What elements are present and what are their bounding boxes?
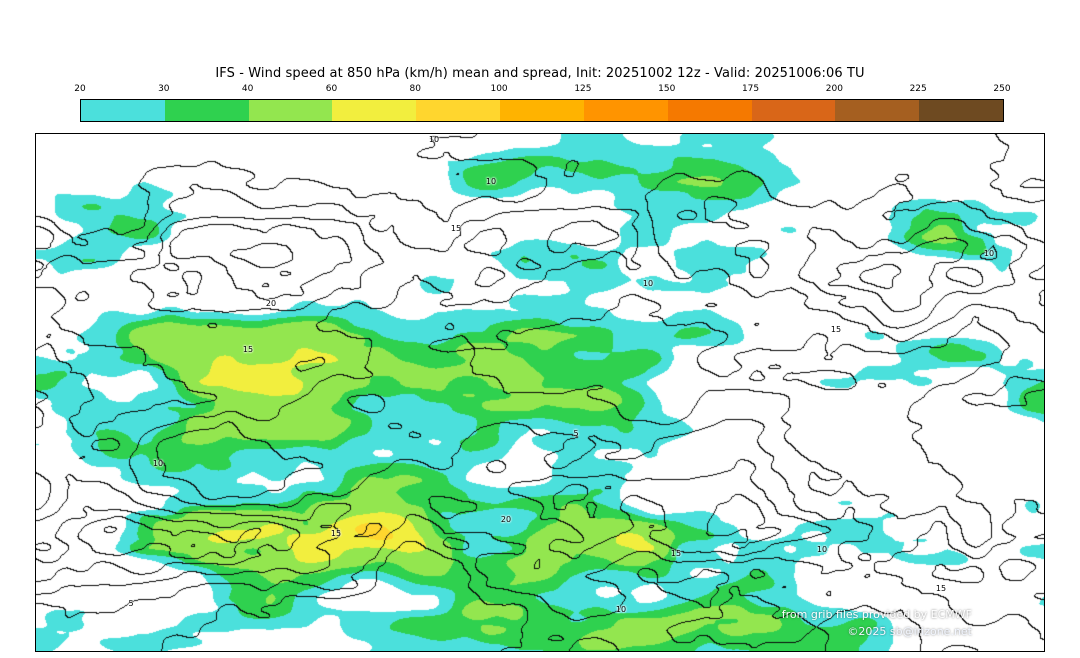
- colorbar-tick-labels: 20 30 40 60 80 100 125 150 175 200 225 250: [74, 84, 1010, 96]
- colorbar-segment-40-60: [248, 100, 333, 121]
- colorbar-tick-100: 100: [490, 84, 508, 94]
- colorbar-tick-200: 200: [825, 84, 843, 94]
- colorbar-segment-60-80: [332, 100, 417, 121]
- colorbar-tick-20: 20: [74, 84, 86, 94]
- colorbar-tick-40: 40: [241, 84, 254, 94]
- colorbar-segment-30-40: [164, 100, 249, 121]
- chart-title: IFS - Wind speed at 850 hPa (km/h) mean …: [215, 66, 865, 81]
- colorbar-tick-225: 225: [909, 84, 927, 94]
- colorbar-segment-100-125: [500, 100, 584, 121]
- colorbar-tick-125: 125: [574, 84, 592, 94]
- map-area: 10 10 15 20 15 10 15 10 5 10 15 20 15 10 15 10 5 from gr…: [35, 133, 1045, 652]
- colorbar-tick-150: 150: [658, 84, 676, 94]
- colorbar-tick-250: 250: [993, 84, 1011, 94]
- colorbar-tick-175: 175: [741, 84, 760, 94]
- wind-speed-map-canvas: [36, 134, 1044, 651]
- colorbar-segment-200-225: [835, 100, 920, 121]
- colorbar-tick-60: 60: [325, 84, 338, 94]
- colorbar-segment-20-30: [81, 100, 165, 121]
- colorbar-segment-150-175: [667, 100, 752, 121]
- colorbar-segment-225-250: [919, 100, 1003, 121]
- colorbar-segment-175-200: [751, 100, 836, 121]
- credit-ecmwf-text: from grib files provided by ECMWF: [781, 608, 972, 621]
- colorbar-tick-80: 80: [409, 84, 421, 94]
- colorbar-segment-80-100: [416, 100, 501, 121]
- colorbar-tick-30: 30: [158, 84, 170, 94]
- credit-copyright-link[interactable]: ©2025 sb@irizone.net: [847, 625, 972, 638]
- colorbar-segment-125-150: [583, 100, 668, 121]
- colorbar: [80, 99, 1004, 122]
